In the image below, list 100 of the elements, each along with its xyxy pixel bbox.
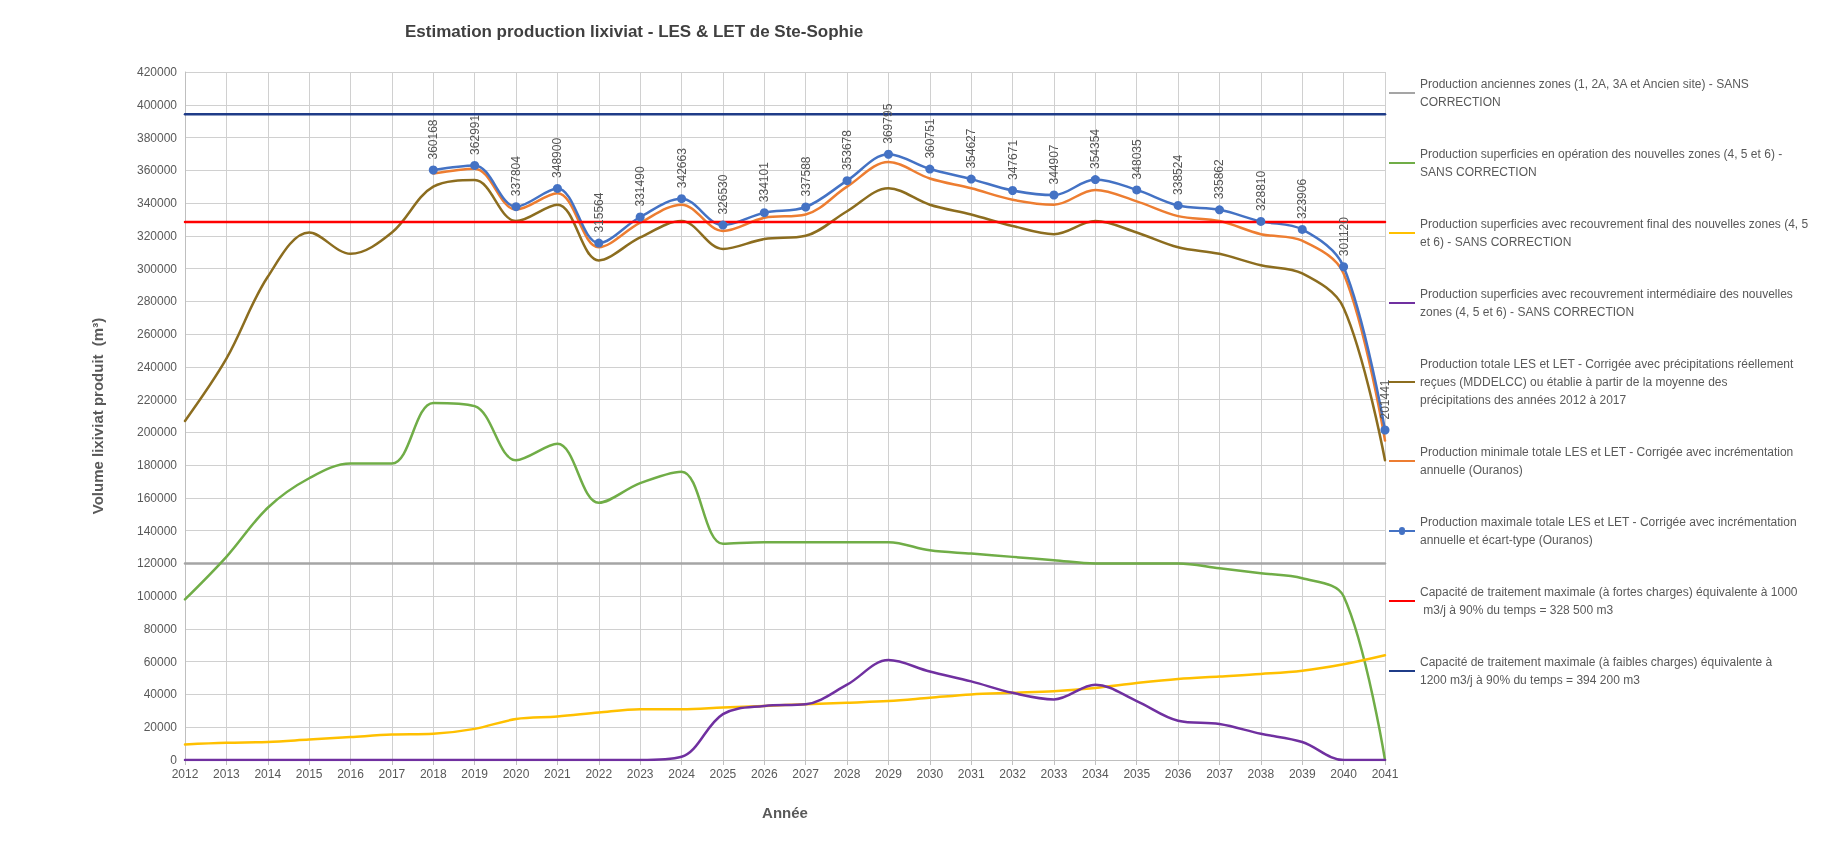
data-label: 354627 — [964, 128, 979, 169]
x-tick-label: 2037 — [1206, 767, 1234, 781]
point — [635, 212, 645, 222]
point — [511, 202, 521, 212]
point — [1380, 425, 1390, 435]
x-tick-label: 2017 — [378, 767, 406, 781]
y-tick-label: 220000 — [136, 392, 178, 407]
legend-label: Production totale LES et LET - Corrigée avec précipitations réellement reçues (MDDELCC) ou établie à partir de la moyenne des précipitations des années 2012 à 2017 — [1420, 357, 1797, 407]
x-tick-label: 2023 — [626, 767, 654, 781]
x-tick-label: 2030 — [916, 767, 944, 781]
data-label: 360168 — [426, 119, 441, 160]
data-label: 331490 — [633, 166, 648, 207]
y-tick-label: 400000 — [136, 97, 178, 112]
data-label: 323906 — [1295, 178, 1310, 219]
y-tick-label: 420000 — [136, 65, 178, 79]
x-tick-label: 2019 — [461, 767, 489, 781]
data-label: 342663 — [674, 147, 689, 189]
x-tick-label: 2026 — [750, 767, 778, 781]
legend-label: Production maximale totale LES et LET - Corrigée avec incrémentation annuelle et écart-type (Ouranos) — [1420, 515, 1800, 547]
y-axis-title: Volume lixiviat produit (m³) — [89, 317, 106, 515]
x-tick-label: 2012 — [171, 767, 199, 781]
point — [883, 149, 893, 159]
x-tick-label: 2027 — [792, 767, 820, 781]
data-label: 369795 — [881, 103, 896, 144]
x-tick-label: 2018 — [419, 767, 447, 781]
x-tick-label: 2020 — [502, 767, 530, 781]
point — [1297, 224, 1307, 234]
point — [594, 238, 604, 248]
x-tick-label: 2040 — [1330, 767, 1358, 781]
point — [470, 160, 480, 170]
x-tick-label: 2022 — [585, 767, 613, 781]
data-label: 326530 — [715, 174, 730, 215]
y-tick-label: 20000 — [143, 720, 178, 735]
data-label: 348900 — [550, 137, 565, 178]
y-tick-label: 380000 — [136, 130, 178, 145]
data-label: 348035 — [1129, 139, 1144, 180]
y-tick-label: 160000 — [136, 490, 178, 505]
x-axis-title: Année — [762, 804, 808, 821]
x-tick-label: 2025 — [709, 767, 737, 781]
legend-label: Capacité de traitement maximale (à fortes charges) équivalente à 1000 m3/j à 90% du temps = 328 500 m3 — [1420, 585, 1798, 617]
x-tick-label: 2021 — [544, 767, 572, 781]
legend-label: Production superficies avec recouvrement final des nouvelles zones (4, 5 et 6) - SANS CORRECTION — [1420, 217, 1812, 249]
x-tick-label: 2041 — [1371, 767, 1399, 781]
y-tick-label: 340000 — [136, 196, 178, 211]
x-tick-label: 2029 — [875, 767, 903, 781]
x-tick-label: 2038 — [1247, 767, 1275, 781]
data-label: 360751 — [922, 118, 937, 159]
point — [1173, 200, 1183, 210]
point — [552, 183, 562, 193]
point — [1049, 190, 1059, 200]
data-label: 337588 — [798, 156, 813, 197]
point — [718, 220, 728, 230]
data-label: 362991 — [467, 114, 482, 155]
legend-label: Production superficies en opération des nouvelles zones (4, 5 et 6) - SANS CORRECTION — [1420, 147, 1786, 179]
point — [1214, 205, 1224, 215]
data-label: 315564 — [591, 192, 606, 233]
y-tick-label: 200000 — [136, 425, 178, 440]
x-tick-label: 2031 — [957, 767, 985, 781]
y-tick-label: 260000 — [136, 327, 178, 342]
y-tick-label: 40000 — [143, 687, 178, 702]
x-tick-label: 2013 — [213, 767, 241, 781]
point — [966, 174, 976, 184]
x-tick-label: 2016 — [337, 767, 365, 781]
x-tick-label: 2024 — [668, 767, 696, 781]
y-tick-label: 180000 — [136, 458, 178, 473]
legend-label: Capacité de traitement maximale (à faibles charges) équivalente à 1200 m3/j à 90% du temps = 394 200 m3 — [1420, 655, 1776, 687]
chart-title: Estimation production lixiviat - LES & LET de Ste-Sophie — [405, 22, 864, 41]
x-tick-label: 2036 — [1164, 767, 1192, 781]
point — [925, 164, 935, 174]
point — [428, 165, 438, 175]
data-label: 334101 — [757, 161, 772, 203]
point — [842, 176, 852, 186]
point — [1090, 175, 1100, 185]
point — [1008, 185, 1018, 195]
legend-label: Production anciennes zones (1, 2A, 3A et Ancien site) - SANS CORRECTION — [1420, 77, 1753, 109]
data-label: 301120 — [1336, 216, 1351, 257]
point — [1339, 262, 1349, 272]
data-label: 335862 — [1212, 158, 1227, 200]
y-tick-label: 240000 — [136, 359, 178, 374]
data-label: 328810 — [1253, 170, 1268, 211]
x-tick-label: 2015 — [295, 767, 323, 781]
y-tick-label: 280000 — [136, 294, 178, 309]
x-tick-label: 2033 — [1040, 767, 1068, 781]
point — [801, 202, 811, 212]
data-label: 347671 — [1005, 139, 1020, 180]
x-tick-label: 2032 — [999, 767, 1027, 781]
point — [759, 208, 769, 218]
x-tick-label: 2039 — [1288, 767, 1316, 781]
point — [677, 194, 687, 204]
line-series — [183, 653, 1387, 746]
x-tick-label: 2034 — [1081, 767, 1110, 781]
x-tick-label: 2028 — [833, 767, 861, 781]
y-tick-label: 80000 — [143, 621, 178, 636]
data-label: 344907 — [1046, 144, 1061, 185]
data-label: 337804 — [509, 155, 524, 197]
legend-label: Production superficies avec recouvrement intermédiaire des nouvelles zones (4, 5 et 6) - SANS CORRECTION — [1420, 287, 1797, 319]
data-label: 353678 — [840, 129, 855, 171]
y-tick-label: 60000 — [143, 654, 178, 669]
legend-label: Production minimale totale LES et LET - Corrigée avec incrémentation annuelle (Ouranos) — [1420, 445, 1797, 477]
y-tick-label: 300000 — [136, 261, 178, 276]
